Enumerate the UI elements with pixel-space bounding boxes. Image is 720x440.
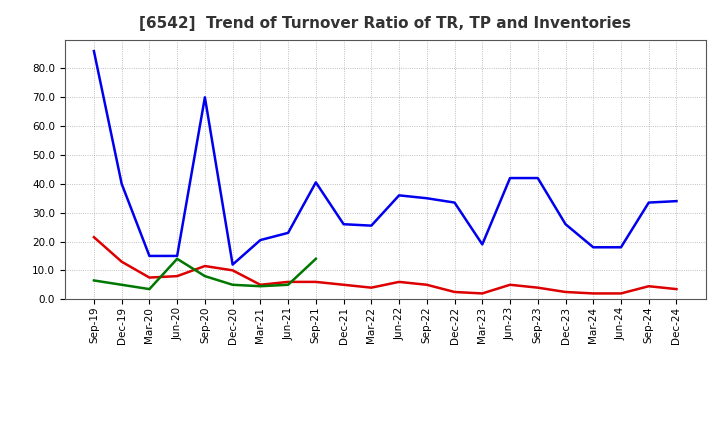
Trade Payables [644,200,653,205]
Trade Payables [201,95,210,100]
Trade Payables [367,223,376,228]
Trade Receivables [589,291,598,296]
Inventories [312,256,320,261]
Trade Receivables [89,235,98,240]
Trade Receivables [117,259,126,264]
Trade Payables [284,230,292,235]
Trade Receivables [284,279,292,285]
Trade Receivables [478,291,487,296]
Trade Receivables [450,290,459,295]
Inventories [201,274,210,279]
Trade Payables [339,222,348,227]
Trade Receivables [534,285,542,290]
Trade Payables [478,242,487,247]
Trade Payables [117,181,126,187]
Line: Trade Payables: Trade Payables [94,51,677,264]
Trade Receivables [367,285,376,290]
Trade Receivables [145,275,154,280]
Trade Payables [312,180,320,185]
Trade Receivables [173,274,181,279]
Trade Receivables [339,282,348,287]
Trade Payables [395,193,403,198]
Trade Payables [589,245,598,250]
Line: Trade Receivables: Trade Receivables [94,237,677,293]
Trade Payables [228,262,237,267]
Title: [6542]  Trend of Turnover Ratio of TR, TP and Inventories: [6542] Trend of Turnover Ratio of TR, TP… [139,16,631,32]
Inventories [173,256,181,261]
Inventories [89,278,98,283]
Trade Payables [89,48,98,54]
Line: Inventories: Inventories [94,259,316,289]
Trade Receivables [312,279,320,285]
Trade Receivables [395,279,403,285]
Trade Payables [145,253,154,259]
Inventories [284,282,292,287]
Trade Payables [616,245,625,250]
Trade Receivables [201,264,210,269]
Trade Receivables [228,268,237,273]
Trade Receivables [561,290,570,295]
Inventories [228,282,237,287]
Trade Receivables [256,282,265,287]
Trade Receivables [644,284,653,289]
Trade Receivables [505,282,514,287]
Trade Payables [505,176,514,181]
Trade Receivables [616,291,625,296]
Trade Receivables [672,286,681,292]
Trade Payables [256,238,265,243]
Trade Receivables [423,282,431,287]
Inventories [256,284,265,289]
Inventories [117,282,126,287]
Trade Payables [534,176,542,181]
Trade Payables [672,198,681,204]
Inventories [145,286,154,292]
Trade Payables [423,196,431,201]
Trade Payables [173,253,181,259]
Trade Payables [561,222,570,227]
Trade Payables [450,200,459,205]
